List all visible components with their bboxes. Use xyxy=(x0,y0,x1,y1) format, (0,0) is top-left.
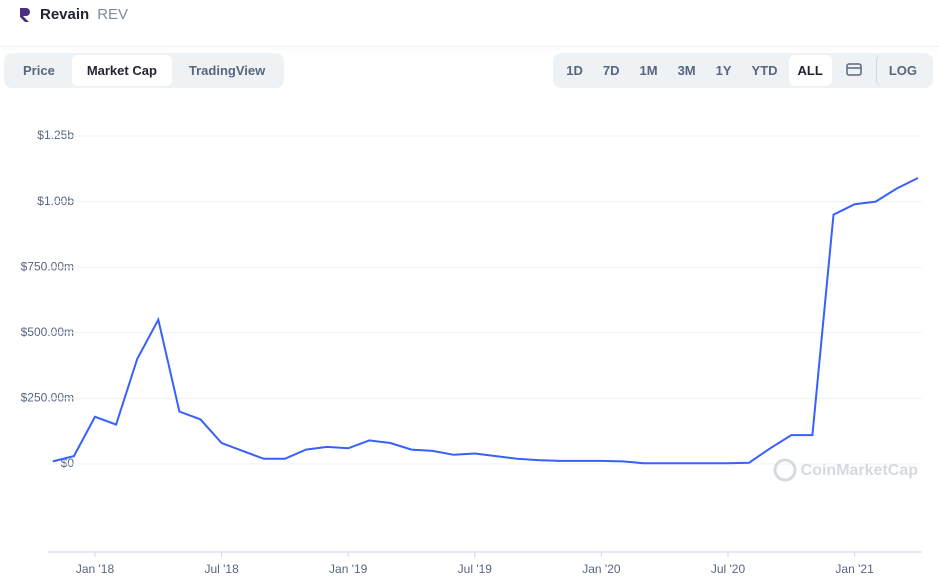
x-tick-label: Jan '19 xyxy=(329,562,368,576)
button[interactable]: 1D xyxy=(566,63,583,78)
coin-name: Revain xyxy=(40,6,90,23)
coin-symbol: REV xyxy=(97,6,129,23)
y-tick-label: $1.25b xyxy=(37,128,74,142)
y-tick-label: $750.00m xyxy=(21,259,74,273)
button[interactable]: Price xyxy=(23,63,55,78)
x-tick-label: Jan '20 xyxy=(582,562,621,576)
x-tick-label: Jul '18 xyxy=(204,562,239,576)
button[interactable]: YTD xyxy=(751,63,778,78)
calendar-button[interactable] xyxy=(834,54,874,87)
x-tick-label: Jul '19 xyxy=(458,562,493,576)
button[interactable]: 1M xyxy=(639,63,658,78)
button[interactable]: ALL xyxy=(788,55,832,86)
button[interactable]: 1Y xyxy=(715,63,732,78)
watermark: CoinMarketCap xyxy=(801,462,919,479)
button[interactable]: 7D xyxy=(602,63,620,78)
x-tick-label: Jan '18 xyxy=(76,562,115,576)
button[interactable]: TradingView xyxy=(188,63,266,78)
tab-group: Price Market Cap TradingView xyxy=(4,53,285,88)
watermark-icon xyxy=(773,458,797,482)
button[interactable]: LOG xyxy=(875,55,929,86)
range-group: 1D 7D 1M 3M 1Y YTD ALL LOG xyxy=(553,53,933,88)
y-tick-label: $1.00b xyxy=(37,194,74,208)
x-tick-label: Jan '21 xyxy=(835,562,874,576)
y-tick-label: $500.00m xyxy=(21,325,74,339)
price-line xyxy=(52,177,919,465)
x-tick-label: Jul '20 xyxy=(711,562,746,576)
y-tick-label: $250.00m xyxy=(21,391,74,405)
logo xyxy=(20,7,30,22)
y-tick-label: $0 xyxy=(61,456,75,470)
button[interactable]: Market Cap xyxy=(71,55,172,86)
header: Revain REV xyxy=(18,6,128,23)
divider xyxy=(0,46,939,47)
button[interactable]: 3M xyxy=(677,63,696,78)
